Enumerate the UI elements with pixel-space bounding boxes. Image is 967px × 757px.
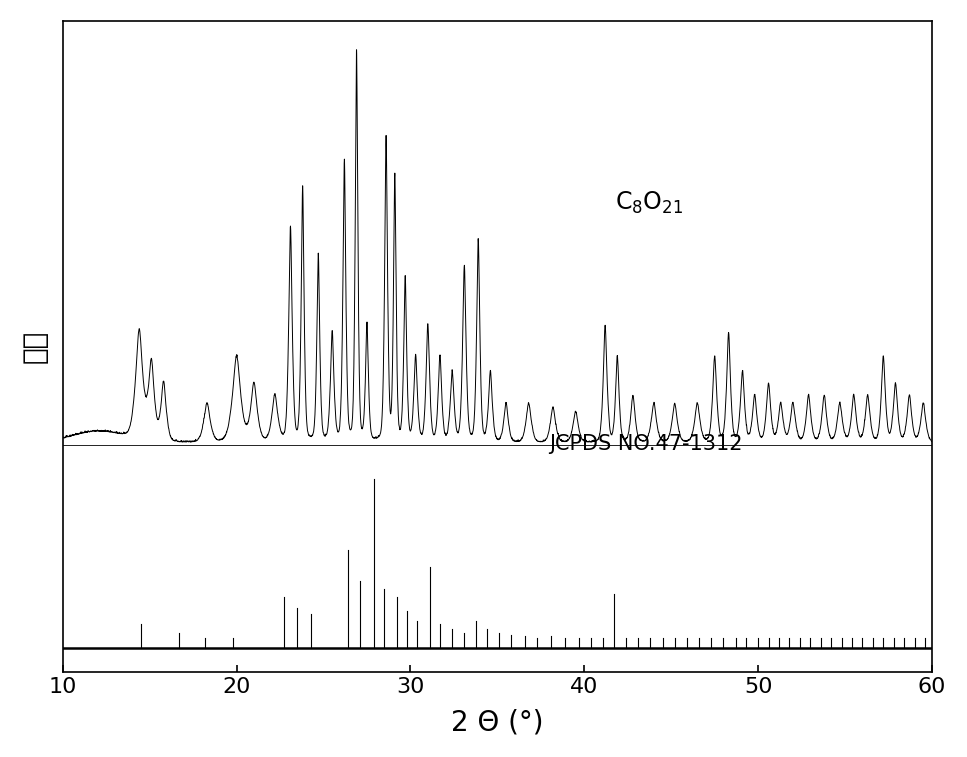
Text: JCPDS NO.47-1312: JCPDS NO.47-1312 [549,435,743,454]
X-axis label: 2 Θ (°): 2 Θ (°) [451,708,543,736]
Text: $\mathregular{C_8O_{21}}$: $\mathregular{C_8O_{21}}$ [615,190,683,217]
Y-axis label: 强度: 强度 [21,330,48,363]
